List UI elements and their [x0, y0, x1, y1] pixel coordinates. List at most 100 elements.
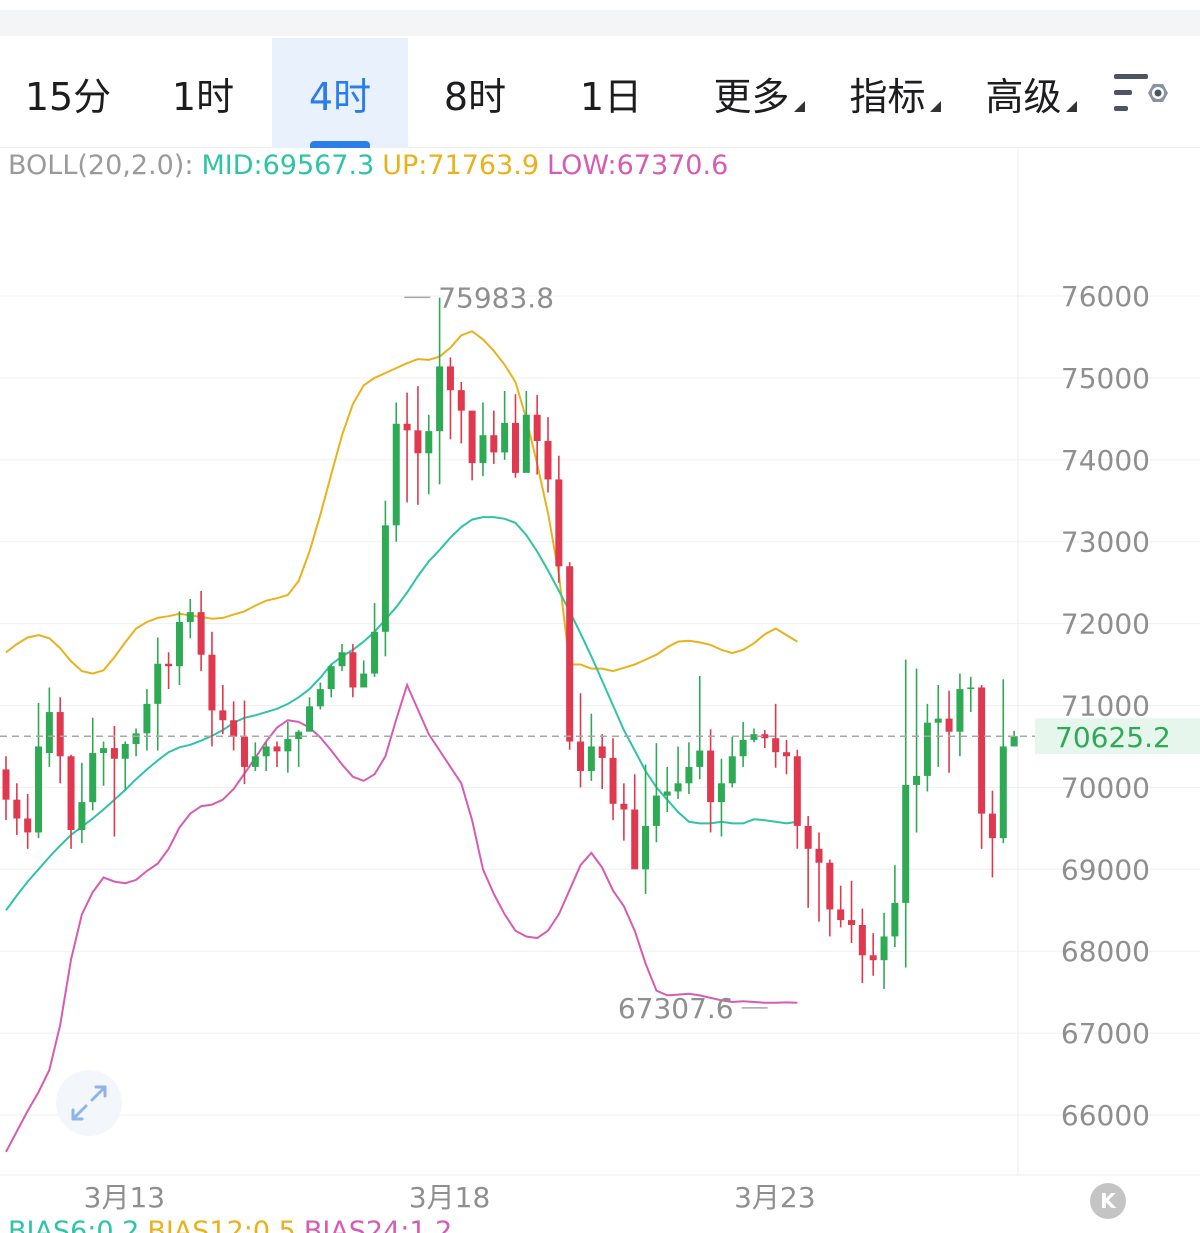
candle-body — [208, 654, 216, 711]
active-tab-indicator — [310, 141, 370, 148]
candle-body — [262, 746, 270, 757]
candle — [945, 690, 953, 773]
candle — [197, 590, 205, 672]
candle-body — [728, 756, 736, 784]
candle — [858, 908, 866, 984]
last-price-badge — [1035, 718, 1200, 755]
candle — [913, 668, 921, 833]
scroll-to-latest-icon[interactable]: K — [1090, 1183, 1126, 1219]
candle-body — [35, 746, 43, 833]
expand-chart-button[interactable] — [56, 1070, 122, 1136]
candle — [208, 631, 216, 747]
candle-body — [186, 612, 194, 622]
tab-8h[interactable]: 8时 — [420, 38, 530, 148]
x-tick-label: 3月13 — [84, 1181, 165, 1214]
dropdown-triangle-icon — [929, 100, 941, 112]
dropdown-triangle-icon — [1065, 100, 1077, 112]
bias-legend: BIAS6:0.2 BIAS12:0.5 BIAS24:1.2 — [8, 1216, 460, 1233]
tab-1d-label: 1日 — [579, 74, 643, 119]
candle-body — [24, 818, 32, 833]
candle — [295, 730, 303, 767]
candle — [186, 599, 194, 639]
tab-1d[interactable]: 1日 — [556, 38, 666, 148]
candle — [392, 402, 400, 542]
candle-body — [804, 825, 812, 849]
candle-body — [2, 769, 10, 800]
candle — [371, 603, 379, 677]
candle-body — [533, 414, 541, 441]
candle — [956, 673, 964, 757]
tab-15m[interactable]: 15分 — [8, 38, 128, 148]
price-chart[interactable]: 70625.2 75983.8 67307.6 76000 75000 74000 730… — [0, 148, 1200, 1216]
x-tick-label: 3月23 — [734, 1181, 815, 1214]
bollinger-bands — [5, 330, 798, 1153]
boll-low: LOW:67370.6 — [547, 150, 729, 181]
candle-body — [891, 902, 899, 937]
tab-4h[interactable]: 4时 — [272, 38, 408, 148]
candle-body — [815, 848, 823, 863]
indicator-dropdown[interactable]: 指标 — [836, 38, 954, 148]
candle — [262, 742, 270, 772]
boll-mid: MID:69567.3 — [201, 150, 375, 181]
candle-body — [620, 803, 628, 810]
candle — [707, 729, 715, 833]
boll-lower-line — [5, 682, 798, 1153]
boll-up: UP:71763.9 — [382, 150, 540, 181]
candle — [143, 689, 151, 751]
candle-body — [240, 736, 248, 767]
candle — [446, 357, 454, 440]
candle-body — [154, 663, 162, 704]
y-tick-label: 70000 — [1061, 771, 1150, 804]
candle-body — [913, 775, 921, 785]
candle-body — [707, 750, 715, 803]
candle — [121, 741, 129, 791]
candle-body — [425, 431, 433, 454]
more-dropdown[interactable]: 更多 — [700, 38, 818, 148]
y-tick-label: 73000 — [1061, 526, 1150, 559]
chart-settings-icon[interactable] — [1112, 68, 1174, 120]
candle — [327, 664, 335, 698]
candle — [501, 391, 509, 460]
candle — [381, 500, 389, 657]
chart-grid — [0, 150, 1200, 1176]
candle — [772, 703, 780, 768]
candle-body — [793, 756, 801, 826]
candle — [750, 728, 758, 743]
candle — [24, 793, 32, 849]
interval-toolbar: 15分 1时 4时 8时 1日 更多 指标 高级 — [0, 38, 1200, 148]
candle — [815, 832, 823, 922]
tab-1h[interactable]: 1时 — [148, 38, 258, 148]
tab-15m-label: 15分 — [24, 74, 112, 119]
candle-body — [945, 718, 953, 732]
candle — [165, 652, 173, 690]
candle-body — [457, 390, 465, 411]
y-tick-label: 75000 — [1061, 362, 1150, 395]
candle — [934, 685, 942, 767]
candle-body — [306, 706, 314, 732]
candle-body — [988, 813, 996, 839]
candle-body — [327, 666, 335, 690]
candle — [425, 414, 433, 495]
candle-body — [837, 909, 845, 921]
candle-body — [284, 739, 292, 752]
candle-body — [175, 621, 183, 667]
candle — [598, 734, 606, 790]
candle-body — [381, 525, 389, 632]
candle — [522, 391, 530, 473]
candle-body — [772, 738, 780, 753]
candle — [826, 859, 834, 937]
advanced-dropdown[interactable]: 高级 — [972, 38, 1090, 148]
boll-mid-line — [5, 516, 798, 911]
candle-body — [956, 689, 964, 732]
candle — [804, 816, 812, 908]
candle-body — [436, 366, 444, 432]
candle-body — [501, 422, 509, 453]
candle-body — [89, 753, 97, 803]
candle — [78, 762, 86, 844]
candle-body — [663, 791, 671, 796]
candle — [414, 386, 422, 505]
candle — [782, 739, 790, 775]
candle — [848, 880, 856, 944]
candle — [642, 764, 650, 894]
candle — [316, 682, 324, 710]
